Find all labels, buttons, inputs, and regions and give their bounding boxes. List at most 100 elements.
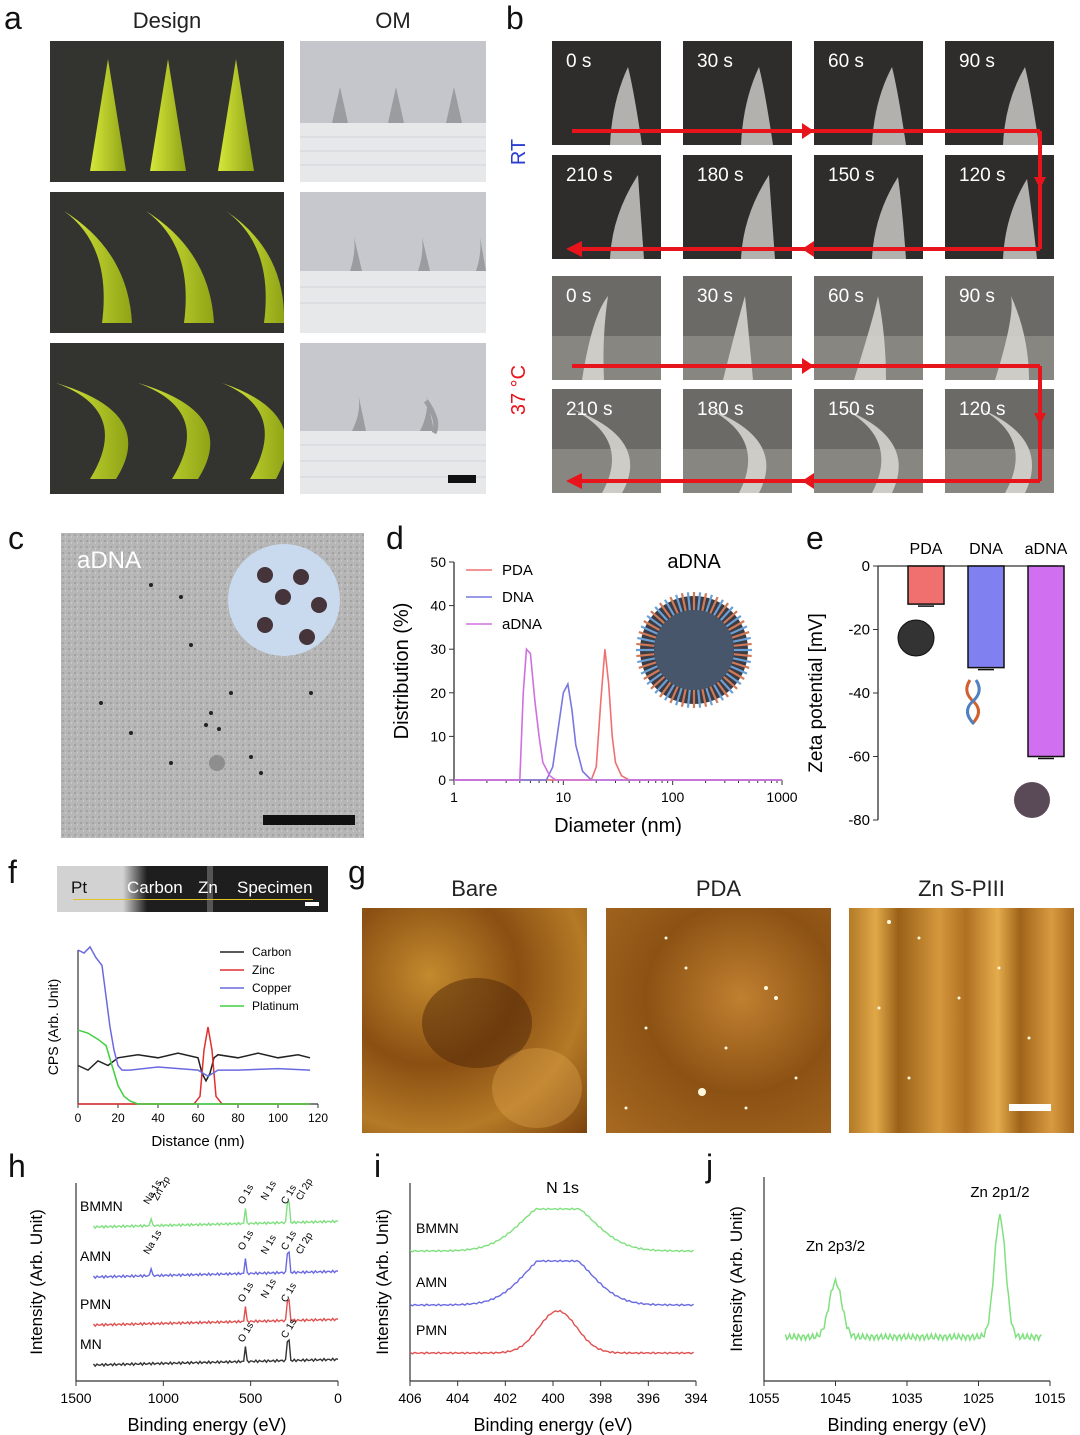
design-curved-needle-1 bbox=[64, 211, 132, 323]
afm-title-bare: Bare bbox=[451, 876, 498, 901]
series-line-bmmn bbox=[92, 1200, 339, 1230]
design-hook-needle-3 bbox=[222, 383, 284, 479]
rt-frame-150s: 150 s bbox=[814, 155, 923, 259]
y-tick-label: 0 bbox=[438, 772, 446, 788]
x-tick-label: 20 bbox=[111, 1111, 125, 1125]
peak-annotation: C 1s bbox=[279, 1281, 299, 1304]
sequence-arrows bbox=[566, 123, 1046, 489]
x-axis-title: Binding energy (eV) bbox=[127, 1415, 286, 1435]
y-tick-label: 10 bbox=[430, 728, 446, 744]
series-label: BMMN bbox=[416, 1220, 459, 1236]
temp-frame-time: 120 s bbox=[959, 399, 1006, 420]
rt-frame-time: 180 s bbox=[697, 165, 744, 186]
legend-label: Copper bbox=[252, 981, 291, 995]
eds-line-profile-chart: 0 20 40 60 80 100 120 Distance (nm) CPS (Arb. Un… bbox=[45, 945, 328, 1150]
peak-annotation: N 1s bbox=[259, 1233, 279, 1256]
temp-frame-180s: 180 s bbox=[683, 389, 792, 493]
y-tick-label: -80 bbox=[848, 812, 870, 829]
y-axis-title: Zeta potential [mV] bbox=[806, 613, 827, 772]
x-tick-label: 100 bbox=[268, 1111, 288, 1125]
legend-label: Zinc bbox=[252, 963, 275, 977]
rt-frame-time: 30 s bbox=[697, 51, 733, 72]
adna-particle-illustration bbox=[636, 592, 752, 708]
eds-strip-image: Pt Carbon Zn Specimen bbox=[57, 866, 328, 912]
peak-annotation: O 1s bbox=[236, 1281, 256, 1305]
temp-frame-time: 30 s bbox=[697, 286, 733, 307]
om-curved-needle-2 bbox=[418, 237, 430, 271]
design-curved-needle-3 bbox=[226, 211, 284, 323]
x-axis-title: Distance (nm) bbox=[151, 1133, 244, 1150]
temp-frame-120s: 120 s bbox=[945, 389, 1054, 493]
temp-frame-time: 60 s bbox=[828, 286, 864, 307]
y-axis-title: Intensity (Arb. Unit) bbox=[27, 1209, 46, 1355]
design-curved-bg bbox=[50, 192, 284, 333]
strip-label-specimen: Specimen bbox=[237, 878, 313, 897]
om-straight-needle-1 bbox=[332, 87, 348, 123]
x-tick-label: 1500 bbox=[60, 1390, 91, 1406]
x-tick-label: 396 bbox=[637, 1390, 661, 1406]
zeta-potential-chart: 0 -20 -40 -60 -80 Zeta potential [mV] PDA DNA aD… bbox=[806, 541, 1068, 829]
panel-label-h: h bbox=[8, 1148, 26, 1184]
rt-frame-30s: 30 s bbox=[683, 41, 792, 145]
series-line-dna bbox=[454, 681, 782, 781]
series-label: MN bbox=[80, 1336, 102, 1352]
y-tick-label: 0 bbox=[862, 558, 870, 575]
temp-frame-time: 150 s bbox=[828, 399, 875, 420]
series-line-zinc bbox=[78, 1026, 310, 1105]
x-tick-label: 1035 bbox=[891, 1390, 922, 1406]
x-tick-label: 0 bbox=[75, 1111, 82, 1125]
series-line-pmn bbox=[409, 1309, 694, 1355]
temp-frame-0s: 0 s bbox=[552, 276, 661, 380]
x-tick-label: 406 bbox=[398, 1390, 422, 1406]
om-hook-needle-1 bbox=[352, 393, 366, 431]
series-line-pda bbox=[454, 649, 782, 781]
peak-annotation: O 1s bbox=[236, 1321, 256, 1345]
inset-label: aDNA bbox=[667, 551, 721, 573]
zn2p-spectrum-line bbox=[784, 1213, 1042, 1343]
series-label: AMN bbox=[416, 1274, 447, 1290]
design-straight-needle-3 bbox=[218, 59, 254, 171]
panel-label-j: j bbox=[706, 1148, 714, 1184]
series-line-mn bbox=[92, 1338, 339, 1368]
series-line-pmn bbox=[92, 1298, 339, 1328]
panel-label-e: e bbox=[806, 520, 824, 556]
rt-frame-time: 0 s bbox=[566, 51, 592, 72]
y-axis-title: Distribution (%) bbox=[391, 603, 413, 740]
xps-zn2p-chart: 1055 1045 1035 1025 1015 Binding energy (eV) I… bbox=[727, 1177, 1066, 1435]
x-tick-label: 1055 bbox=[748, 1390, 779, 1406]
bar-adna bbox=[1027, 565, 1065, 758]
legend-label: DNA bbox=[502, 589, 534, 606]
rt-label: RT bbox=[508, 138, 530, 166]
om-straight-needle-2 bbox=[388, 87, 404, 123]
temp-label: 37 °C bbox=[508, 364, 530, 416]
x-tick-label: 40 bbox=[151, 1111, 165, 1125]
x-tick-label: 0 bbox=[334, 1390, 342, 1406]
x-tick-label: 394 bbox=[684, 1390, 708, 1406]
afm-title-zn: Zn S-PIII bbox=[918, 876, 1005, 901]
design-straight-needle-2 bbox=[150, 59, 186, 171]
design-hook-bg bbox=[50, 343, 284, 494]
xps-survey-chart: 1500 1000 500 0 Binding energy (eV) Intensity… bbox=[27, 1174, 342, 1435]
series-line-amn bbox=[92, 1250, 339, 1280]
afm-image-zn bbox=[849, 908, 1074, 1133]
peak-annotation: Na 1s bbox=[142, 1228, 165, 1256]
peak-annotation: N 1s bbox=[259, 1179, 279, 1202]
tem-image: aDNA bbox=[61, 533, 364, 838]
panel-label-a: a bbox=[4, 0, 22, 36]
series-line-adna bbox=[454, 647, 782, 781]
x-tick-label: 404 bbox=[446, 1390, 470, 1406]
category-label: PDA bbox=[910, 541, 943, 558]
series-line-amn bbox=[409, 1259, 694, 1307]
legend-label: Carbon bbox=[252, 945, 291, 959]
x-axis-title: Binding energy (eV) bbox=[473, 1415, 632, 1435]
strip-label-pt: Pt bbox=[71, 878, 88, 897]
x-tick-label: 1000 bbox=[148, 1390, 179, 1406]
rt-frame-0s: 0 s bbox=[552, 41, 661, 145]
panel-label-b: b bbox=[506, 0, 524, 36]
legend-label: PDA bbox=[502, 562, 533, 579]
x-tick-label: 500 bbox=[239, 1390, 263, 1406]
x-tick-label: 400 bbox=[541, 1390, 565, 1406]
temp-frame-30s: 30 s bbox=[683, 276, 792, 380]
afm-scale-bar bbox=[1009, 1104, 1051, 1111]
y-axis-title: Intensity (Arb. Unit) bbox=[373, 1209, 392, 1355]
